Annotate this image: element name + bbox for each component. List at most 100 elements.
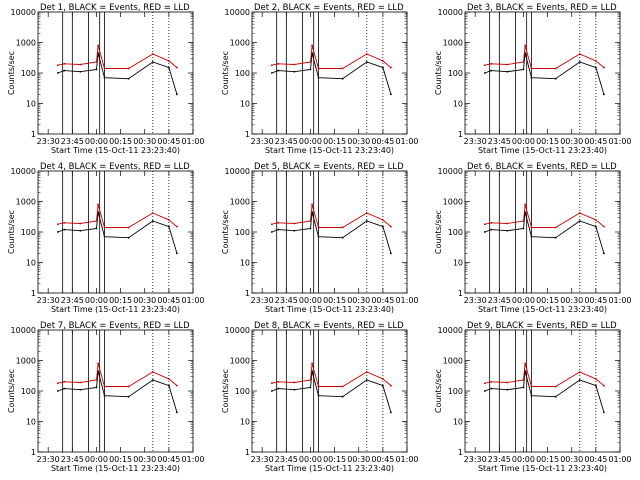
y-tick-label: 10 (26, 100, 36, 109)
events-point (490, 69, 493, 72)
lld-point (63, 221, 66, 224)
panel-title: Det 4, BLACK = Events, RED = LLD (40, 162, 190, 172)
events-point (317, 235, 320, 238)
events-point (603, 411, 605, 414)
x-tick-label: 00:30 (347, 455, 370, 464)
lld-point (309, 61, 312, 63)
events-point (554, 236, 557, 239)
events-point (293, 70, 296, 73)
x-tick-label: 23:45 (275, 455, 298, 464)
lld-point (167, 218, 170, 221)
y-axis-label: Counts/sec (7, 369, 16, 413)
events-point (506, 388, 509, 391)
y-axis-label: Counts/sec (221, 51, 230, 95)
x-tick-label: 00:30 (347, 296, 370, 305)
events-point (63, 387, 66, 390)
x-tick-label: 01:00 (395, 455, 418, 464)
lld-point (293, 381, 296, 384)
x-tick-label: 00:00 (512, 455, 535, 464)
lld-point (127, 67, 130, 70)
series-events-line (271, 211, 392, 254)
events-point (79, 388, 82, 391)
x-tick-label: 00:00 (85, 296, 108, 305)
lld-point (151, 53, 154, 55)
y-tick-label: 1000 (230, 39, 250, 48)
lld-point (522, 220, 525, 222)
x-tick-label: 00:45 (157, 296, 180, 305)
lld-point (483, 64, 486, 67)
lld-point (56, 223, 59, 226)
x-axis-label: Start Time (15-Oct-11 23:23:40) (51, 305, 180, 314)
x-tick-label: 00:45 (584, 137, 607, 146)
events-point (390, 411, 392, 414)
lld-point (270, 64, 273, 67)
events-point (483, 231, 486, 233)
events-point (309, 68, 312, 71)
lld-point (127, 385, 130, 388)
events-point (79, 229, 82, 232)
y-axis-label: Counts/sec (7, 210, 16, 254)
events-point (167, 384, 170, 387)
events-point (309, 227, 312, 230)
x-tick-label: 00:15 (323, 137, 346, 146)
panel-det-4: Det 4, BLACK = Events, RED = LLD 1 10 100 10… (7, 162, 205, 314)
lld-point (311, 44, 313, 47)
events-point (381, 66, 384, 69)
y-tick-label: 1 (245, 289, 250, 298)
y-tick-label: 100 (448, 69, 463, 78)
lld-point (311, 362, 313, 365)
events-point (506, 70, 509, 73)
events-point (127, 236, 130, 239)
lld-point (341, 385, 344, 388)
x-tick-label: 23:30 (251, 455, 274, 464)
events-point (530, 76, 533, 79)
plot-frame (251, 170, 408, 294)
lld-point (167, 59, 170, 62)
plot-frame (464, 11, 621, 135)
events-point (578, 379, 581, 381)
y-axis-label: Counts/sec (221, 369, 230, 413)
panel-det-7: Det 7, BLACK = Events, RED = LLD 1 10 100 10… (7, 321, 205, 473)
events-point (530, 394, 533, 397)
x-tick-label: 01:00 (395, 137, 418, 146)
x-tick-label: 00:15 (536, 296, 559, 305)
events-point (176, 411, 178, 414)
series-events-line (271, 52, 392, 95)
events-point (56, 231, 59, 233)
series-lld-line (57, 45, 178, 69)
plot-frame (37, 11, 194, 135)
lld-point (56, 382, 59, 385)
lld-point (167, 377, 170, 380)
x-tick-label: 00:00 (299, 137, 322, 146)
lld-point (97, 362, 99, 365)
y-tick-label: 100 (235, 228, 250, 237)
lld-point (277, 221, 280, 224)
series-lld-line (271, 363, 392, 387)
events-point (63, 69, 66, 72)
x-tick-label: 00:45 (584, 296, 607, 305)
y-tick-label: 100 (21, 69, 36, 78)
x-tick-label: 00:45 (584, 455, 607, 464)
y-tick-label: 10000 (225, 8, 250, 17)
events-point (103, 76, 106, 79)
lld-point (277, 62, 280, 65)
y-tick-label: 1 (458, 130, 463, 139)
lld-point (390, 384, 392, 387)
panel-title: Det 7, BLACK = Events, RED = LLD (40, 321, 190, 331)
y-tick-label: 1000 (16, 198, 36, 207)
x-tick-label: 23:30 (464, 137, 487, 146)
y-axis-label: Counts/sec (7, 51, 16, 95)
events-point (554, 77, 557, 80)
events-point (365, 220, 368, 222)
y-tick-label: 10000 (225, 167, 250, 176)
x-tick-label: 00:15 (323, 296, 346, 305)
events-point (127, 395, 130, 398)
lld-point (603, 384, 605, 387)
lld-point (506, 222, 509, 225)
x-tick-label: 00:00 (512, 296, 535, 305)
lld-point (524, 203, 526, 206)
x-tick-label: 00:15 (109, 137, 132, 146)
events-point (95, 227, 98, 230)
events-point (522, 68, 525, 71)
x-tick-label: 00:45 (157, 137, 180, 146)
